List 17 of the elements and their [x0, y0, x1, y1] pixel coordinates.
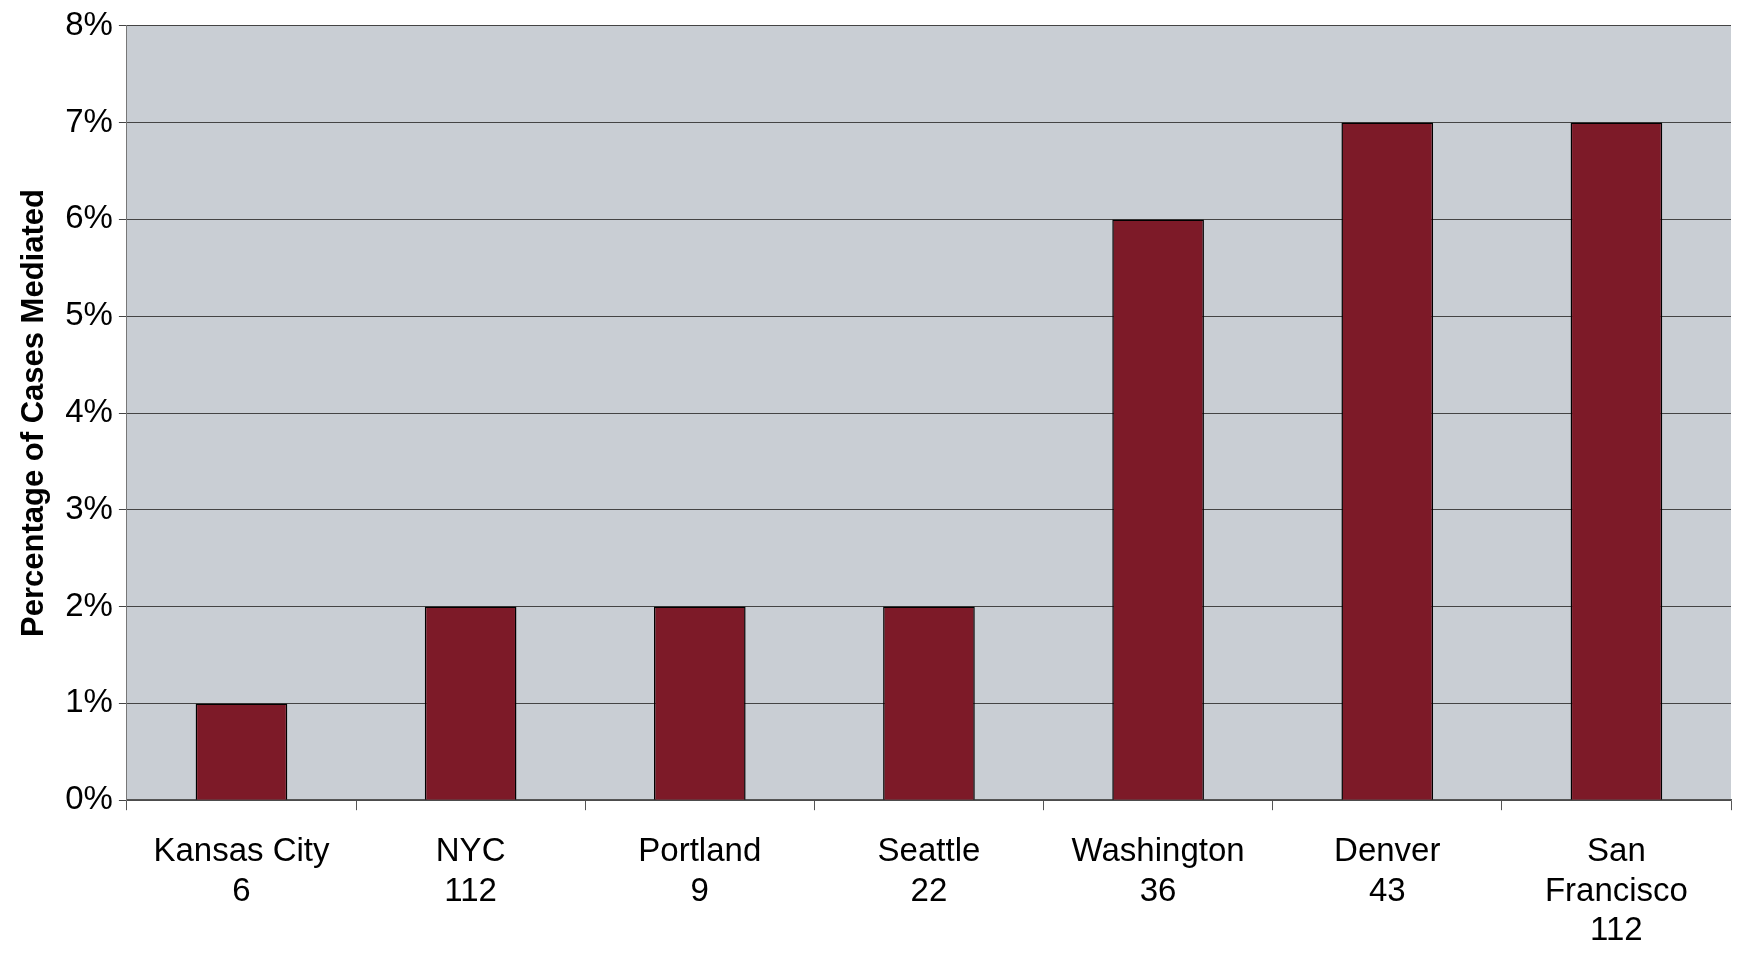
- y-tick-label: 2%: [65, 585, 113, 623]
- x-tick-label: NYC 112: [435, 831, 506, 908]
- x-tick-label: San Francisco 112: [1544, 831, 1688, 948]
- y-tick-label: 3%: [65, 488, 113, 526]
- x-tick-label: Kansas City 6: [153, 831, 330, 908]
- y-tick-label: 5%: [65, 295, 113, 333]
- y-tick-label: 4%: [65, 392, 113, 430]
- x-tick-label: Portland 9: [638, 831, 762, 908]
- x-tick-label: Seattle 22: [877, 831, 981, 908]
- y-tick-label: 0%: [65, 779, 113, 817]
- y-axis-title: Percentage of Cases Mediated: [15, 189, 51, 637]
- y-tick-label: 1%: [65, 682, 113, 720]
- y-tick-label: 6%: [65, 198, 113, 236]
- x-tick-label: Denver 43: [1334, 831, 1441, 908]
- y-tick-label: 7%: [65, 101, 113, 139]
- y-tick-label: 8%: [65, 4, 113, 42]
- x-tick-label: Washington 36: [1071, 831, 1245, 908]
